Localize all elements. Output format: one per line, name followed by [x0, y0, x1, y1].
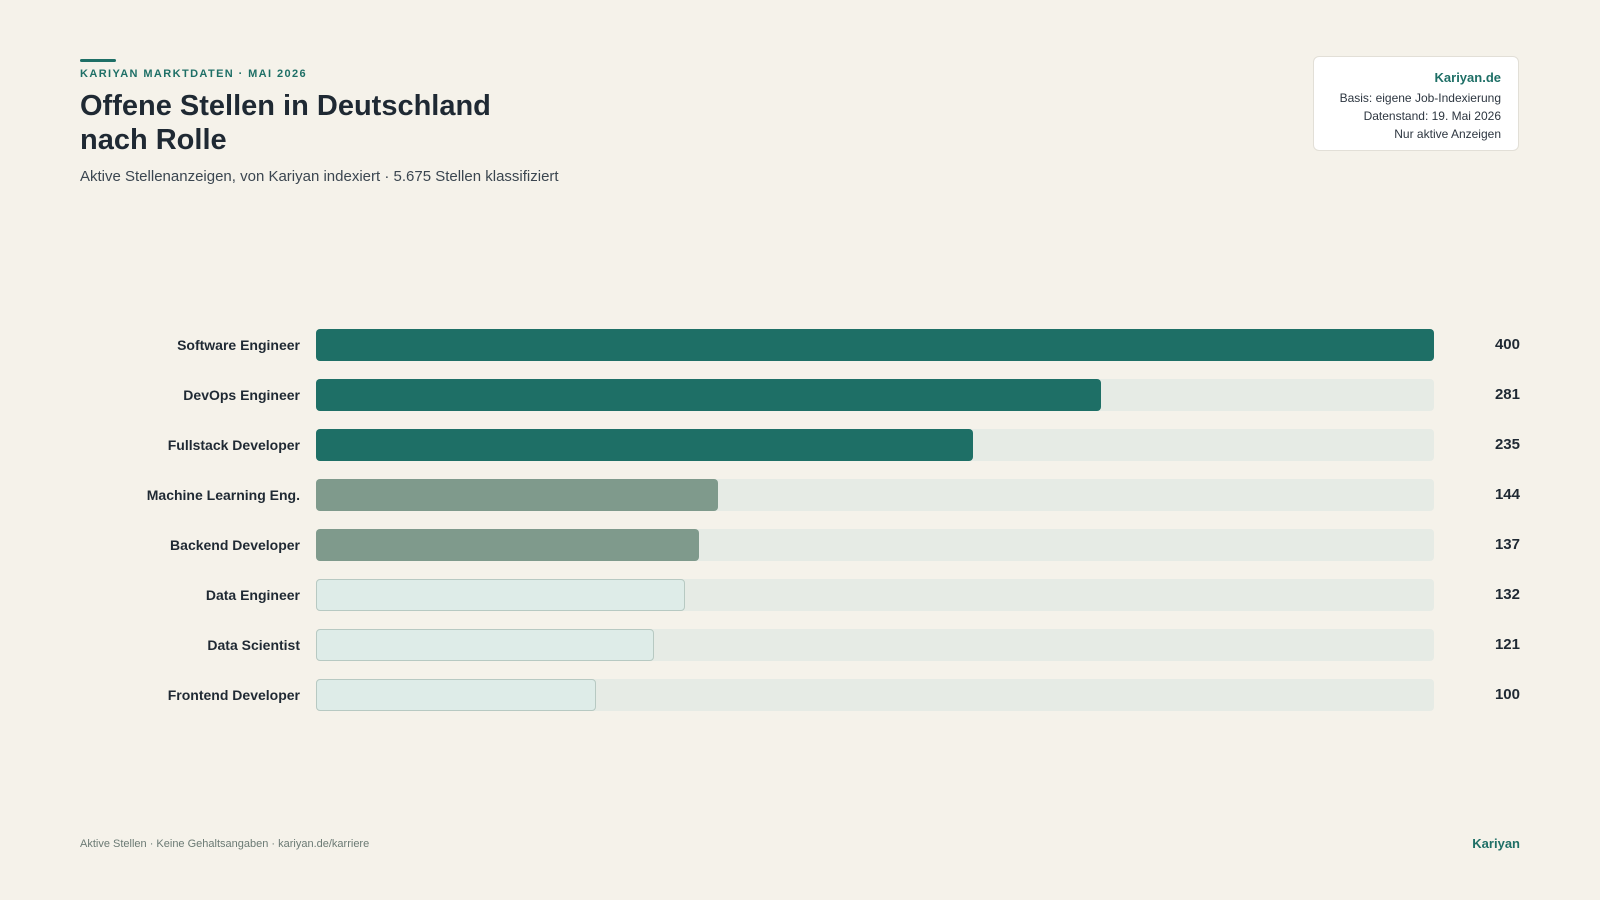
bar [316, 379, 1102, 411]
value-label: 144 [1494, 486, 1520, 503]
value-label: 235 [1494, 436, 1520, 453]
bar-track [316, 479, 1434, 511]
header-accent-bar [80, 59, 116, 62]
value-label: 137 [1494, 536, 1520, 553]
category-label: Data Engineer [205, 587, 300, 603]
category-label: Machine Learning Eng. [146, 487, 300, 503]
bar [316, 629, 655, 661]
footer-note: Aktive Stellen · Keine Gehaltsangaben · … [80, 838, 370, 850]
value-label: 400 [1494, 336, 1520, 353]
bar-track [316, 429, 1434, 461]
source-info-box: Kariyan.de Basis: eigene Job-Indexierung… [1313, 56, 1519, 151]
bar-track [316, 529, 1434, 561]
category-label: Frontend Developer [167, 687, 300, 703]
info-brand: Kariyan.de [1434, 70, 1501, 85]
bar-track [316, 379, 1434, 411]
category-label: Backend Developer [170, 537, 300, 553]
category-label: DevOps Engineer [183, 387, 300, 403]
bar [316, 429, 973, 461]
bar-track [316, 579, 1434, 611]
footer-brand: Kariyan [1472, 836, 1520, 851]
info-date: Datenstand: 19. Mai 2026 [1363, 109, 1501, 123]
bar [316, 329, 1434, 361]
category-label: Fullstack Developer [167, 437, 300, 453]
bar-track [316, 329, 1434, 361]
bar [316, 679, 596, 711]
value-label: 121 [1494, 636, 1520, 653]
info-basis: Basis: eigene Job-Indexierung [1339, 91, 1501, 105]
category-label: Data Scientist [207, 637, 300, 653]
header-kicker: KARIYAN MARKTDATEN · MAI 2026 [80, 68, 308, 80]
bar [316, 579, 685, 611]
bar-track [316, 679, 1434, 711]
category-label: Software Engineer [177, 337, 300, 353]
info-scope: Nur aktive Anzeigen [1394, 127, 1501, 141]
bar-track [316, 629, 1434, 661]
bar [316, 529, 699, 561]
bar [316, 479, 719, 511]
value-label: 281 [1494, 386, 1520, 403]
page-subtitle: Aktive Stellenanzeigen, von Kariyan inde… [80, 168, 559, 185]
value-label: 132 [1494, 586, 1520, 603]
value-label: 100 [1494, 686, 1520, 703]
page-title: Offene Stellen in Deutschland nach Rolle [80, 90, 491, 156]
